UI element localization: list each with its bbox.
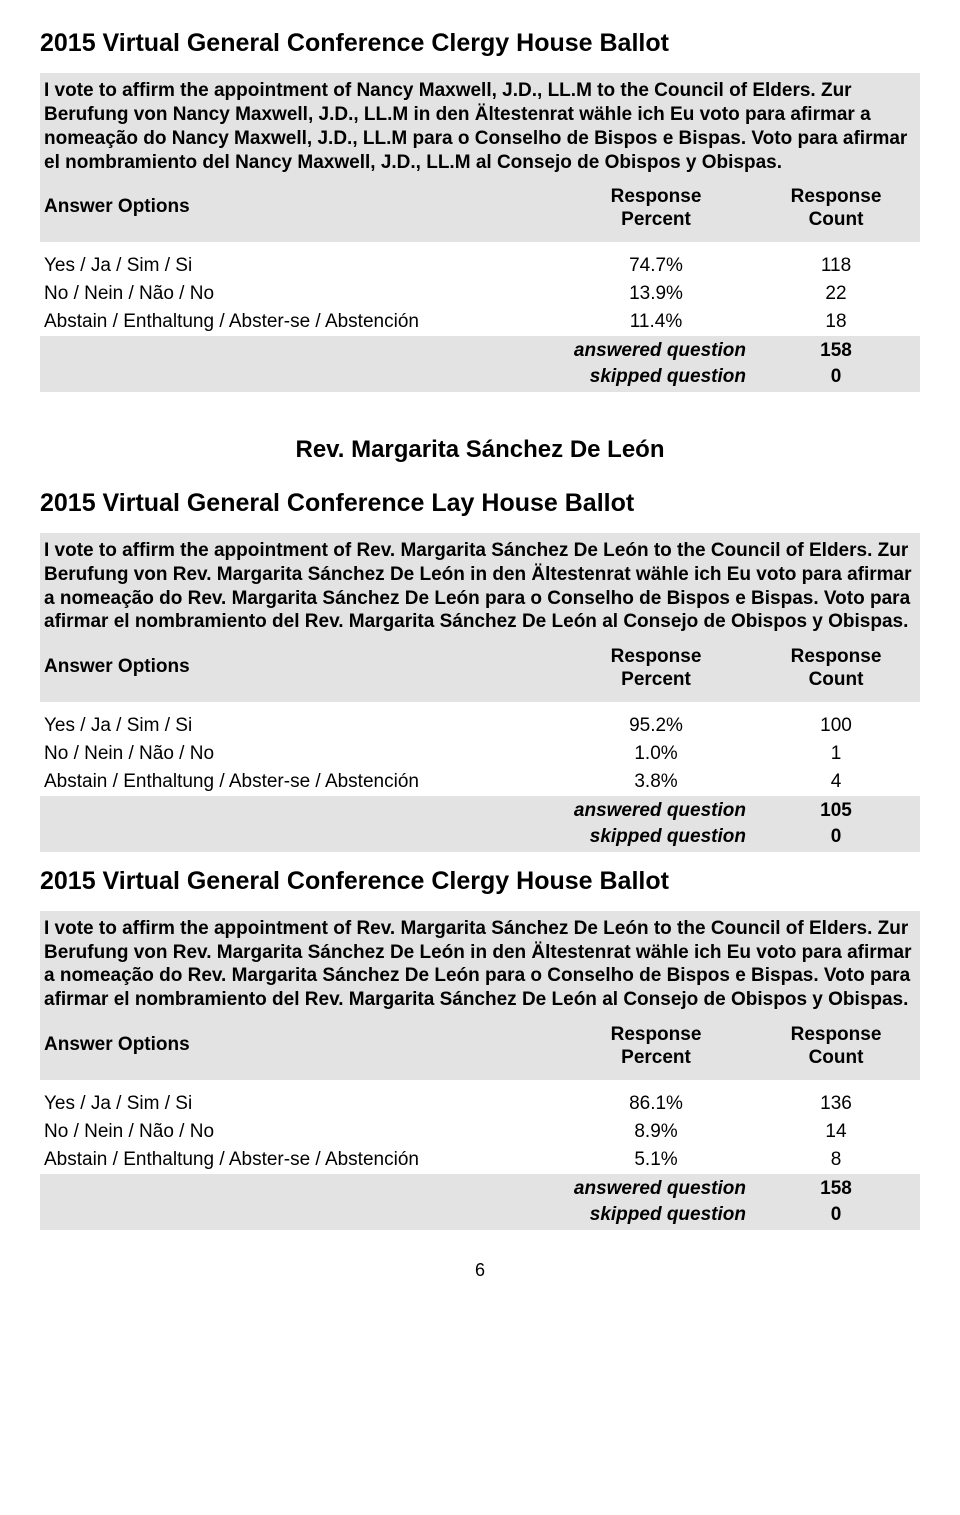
- row-percent: 3.8%: [556, 771, 756, 793]
- answered-row: answered question 105: [44, 798, 916, 824]
- table-row: Abstain / Enthaltung / Abster-se / Abste…: [40, 1146, 920, 1174]
- ballot-title: 2015 Virtual General Conference Clergy H…: [40, 28, 920, 59]
- header-text: Count: [809, 669, 864, 690]
- row-percent: 5.1%: [556, 1149, 756, 1171]
- row-label-yes: Yes / Ja / Sim / Si: [44, 715, 556, 737]
- row-label-no: No / Nein / Não / No: [44, 1121, 556, 1143]
- ballot-question: I vote to affirm the appointment of Rev.…: [40, 533, 920, 640]
- row-count: 136: [756, 1093, 916, 1115]
- header-response-count: Response Count: [756, 186, 916, 232]
- row-percent: 74.7%: [556, 255, 756, 277]
- answered-label: answered question: [44, 800, 756, 822]
- table-row: Abstain / Enthaltung / Abster-se / Abste…: [40, 768, 920, 796]
- answered-value: 105: [756, 800, 916, 822]
- row-label-abstain: Abstain / Enthaltung / Abster-se / Abste…: [44, 771, 556, 793]
- table-row: No / Nein / Não / No 13.9% 22: [40, 280, 920, 308]
- section-heading: Rev. Margarita Sánchez De León: [40, 436, 920, 464]
- header-response-count: Response Count: [756, 646, 916, 692]
- header-response-percent: Response Percent: [556, 646, 756, 692]
- row-count: 4: [756, 771, 916, 793]
- header-text: Percent: [621, 209, 691, 230]
- header-text: Response: [611, 646, 702, 667]
- skipped-label: skipped question: [44, 1204, 756, 1226]
- header-text: Response: [791, 646, 882, 667]
- header-response-percent: Response Percent: [556, 1024, 756, 1070]
- table-row: Yes / Ja / Sim / Si 95.2% 100: [40, 712, 920, 740]
- skipped-value: 0: [756, 1204, 916, 1226]
- answered-value: 158: [756, 1178, 916, 1200]
- row-percent: 8.9%: [556, 1121, 756, 1143]
- header-text: Count: [809, 1047, 864, 1068]
- table-row: Yes / Ja / Sim / Si 86.1% 136: [40, 1090, 920, 1118]
- row-count: 18: [756, 311, 916, 333]
- row-label-yes: Yes / Ja / Sim / Si: [44, 1093, 556, 1115]
- skipped-row: skipped question 0: [44, 1202, 916, 1228]
- skipped-value: 0: [756, 366, 916, 388]
- header-answer-options: Answer Options: [44, 186, 556, 232]
- row-label-abstain: Abstain / Enthaltung / Abster-se / Abste…: [44, 311, 556, 333]
- table-row: Abstain / Enthaltung / Abster-se / Abste…: [40, 308, 920, 336]
- row-percent: 95.2%: [556, 715, 756, 737]
- summary-block: answered question 105 skipped question 0: [40, 796, 920, 852]
- row-count: 1: [756, 743, 916, 765]
- header-text: Response: [791, 186, 882, 207]
- ballot-title: 2015 Virtual General Conference Lay Hous…: [40, 488, 920, 519]
- row-label-no: No / Nein / Não / No: [44, 283, 556, 305]
- table-header: Answer Options Response Percent Response…: [40, 640, 920, 702]
- table-row: No / Nein / Não / No 1.0% 1: [40, 740, 920, 768]
- row-label-yes: Yes / Ja / Sim / Si: [44, 255, 556, 277]
- row-count: 8: [756, 1149, 916, 1171]
- answered-row: answered question 158: [44, 338, 916, 364]
- page-number: 6: [40, 1260, 920, 1281]
- header-answer-options: Answer Options: [44, 646, 556, 692]
- ballot-question: I vote to affirm the appointment of Nanc…: [40, 73, 920, 180]
- row-percent: 11.4%: [556, 311, 756, 333]
- table-row: No / Nein / Não / No 8.9% 14: [40, 1118, 920, 1146]
- ballot-title: 2015 Virtual General Conference Clergy H…: [40, 866, 920, 897]
- skipped-label: skipped question: [44, 826, 756, 848]
- row-label-abstain: Abstain / Enthaltung / Abster-se / Abste…: [44, 1149, 556, 1171]
- row-count: 14: [756, 1121, 916, 1143]
- answered-label: answered question: [44, 340, 756, 362]
- table-header: Answer Options Response Percent Response…: [40, 180, 920, 242]
- ballot-question: I vote to affirm the appointment of Rev.…: [40, 911, 920, 1018]
- header-response-count: Response Count: [756, 1024, 916, 1070]
- answered-label: answered question: [44, 1178, 756, 1200]
- answered-row: answered question 158: [44, 1176, 916, 1202]
- header-text: Response: [611, 1024, 702, 1045]
- row-label-no: No / Nein / Não / No: [44, 743, 556, 765]
- header-text: Response: [791, 1024, 882, 1045]
- skipped-label: skipped question: [44, 366, 756, 388]
- row-percent: 1.0%: [556, 743, 756, 765]
- row-count: 100: [756, 715, 916, 737]
- row-count: 118: [756, 255, 916, 277]
- header-text: Percent: [621, 1047, 691, 1068]
- skipped-value: 0: [756, 826, 916, 848]
- row-percent: 86.1%: [556, 1093, 756, 1115]
- row-percent: 13.9%: [556, 283, 756, 305]
- table-row: Yes / Ja / Sim / Si 74.7% 118: [40, 252, 920, 280]
- header-text: Percent: [621, 669, 691, 690]
- table-header: Answer Options Response Percent Response…: [40, 1018, 920, 1080]
- skipped-row: skipped question 0: [44, 824, 916, 850]
- summary-block: answered question 158 skipped question 0: [40, 1174, 920, 1230]
- row-count: 22: [756, 283, 916, 305]
- answered-value: 158: [756, 340, 916, 362]
- header-response-percent: Response Percent: [556, 186, 756, 232]
- header-answer-options: Answer Options: [44, 1024, 556, 1070]
- header-text: Response: [611, 186, 702, 207]
- skipped-row: skipped question 0: [44, 364, 916, 390]
- summary-block: answered question 158 skipped question 0: [40, 336, 920, 392]
- header-text: Count: [809, 209, 864, 230]
